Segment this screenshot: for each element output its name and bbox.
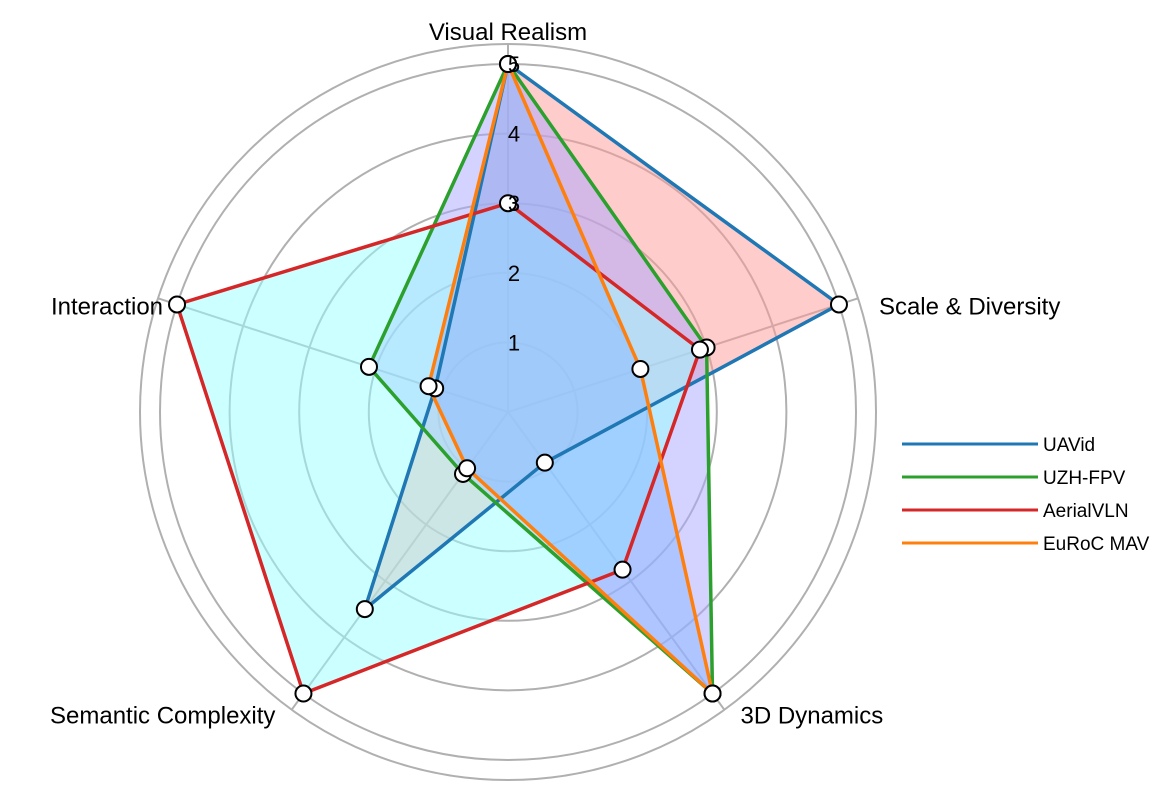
- data-point-euroc-mav: [499, 55, 517, 73]
- data-point-uavid: [829, 295, 848, 314]
- data-point-uzh-fpv: [359, 357, 378, 376]
- legend-label-euroc-mav: EuRoC MAV: [1043, 534, 1150, 555]
- data-point-aerialvln: [168, 295, 187, 314]
- data-point-aerialvln: [690, 340, 709, 359]
- series-line-aerialvln: [175, 201, 702, 696]
- axis-labels: Visual Realism Scale & Diversity 3D Dynami…: [50, 19, 1060, 730]
- axis-label-visual-realism: Visual Realism: [429, 19, 587, 46]
- legend: UAVid UZH-FPV AerialVLN EuRoC MAV: [902, 435, 1150, 555]
- legend-label-uavid: UAVid: [1043, 435, 1095, 456]
- axis-label-scale-diversity: Scale & Diversity: [879, 293, 1060, 320]
- series-fills: [177, 64, 839, 694]
- radial-tick-label: 2: [508, 261, 520, 286]
- data-point-euroc-mav: [703, 684, 722, 703]
- data-point-euroc-mav: [458, 459, 477, 478]
- radial-tick-label: 3: [508, 191, 520, 216]
- data-point-uavid: [535, 453, 554, 472]
- series-fill-euroc-mav: [428, 64, 713, 694]
- data-point-aerialvln: [294, 684, 313, 703]
- series-points: [168, 55, 848, 703]
- radial-tick-label: 4: [508, 122, 520, 147]
- series-line-euroc-mav: [426, 62, 715, 696]
- radial-tick-labels: 1 2 3 4 5: [508, 52, 520, 355]
- data-point-aerialvln: [613, 560, 632, 579]
- axis-label-interaction: Interaction: [51, 293, 163, 320]
- data-point-aerialvln: [499, 194, 517, 213]
- data-point-euroc-mav: [631, 359, 650, 378]
- series-line-uavid: [363, 62, 841, 611]
- radial-tick-label: 1: [508, 330, 520, 355]
- axis-label-3d-dynamics: 3D Dynamics: [741, 703, 884, 730]
- radial-tick-label: 5: [508, 52, 520, 77]
- legend-label-aerialvln: AerialVLN: [1043, 501, 1129, 522]
- series-lines: [175, 62, 841, 696]
- data-point-uavid: [355, 600, 374, 619]
- data-point-euroc-mav: [419, 377, 438, 396]
- axis-label-semantic-complexity: Semantic Complexity: [50, 703, 275, 730]
- legend-label-uzh-fpv: UZH-FPV: [1043, 468, 1126, 489]
